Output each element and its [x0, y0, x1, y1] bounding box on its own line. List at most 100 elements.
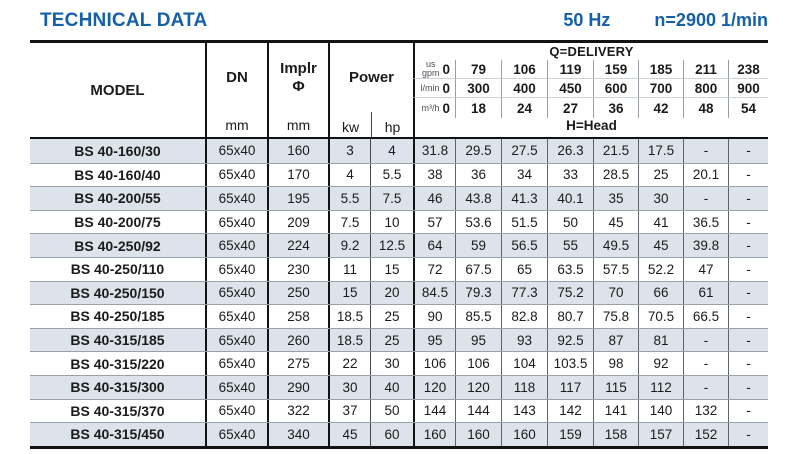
hp-cell: 5.5	[370, 163, 413, 187]
speed-value: n=2900 1/min	[654, 10, 768, 30]
head-value-cell: 77.3	[501, 281, 547, 305]
flow-value: 159	[593, 60, 638, 79]
hp-cell: 25	[370, 305, 413, 328]
table-row: BS 40-250/92 65x40 224 9.2 12.5 64 59 56.5 55 49.…	[30, 233, 768, 257]
head-value-cell: 79.3	[455, 281, 501, 305]
dn-column-header: DN mm	[205, 43, 267, 137]
hp-cell: 7.5	[370, 187, 413, 210]
impeller-cell: 275	[267, 352, 328, 375]
model-cell: BS 40-200/55	[74, 190, 161, 207]
head-value-cell: 160	[455, 423, 501, 446]
head-value-cell: 103.5	[547, 352, 593, 375]
model-cell: BS 40-315/220	[70, 355, 165, 372]
impeller-cell: 260	[267, 328, 328, 352]
model-cell: BS 40-160/30	[74, 142, 161, 159]
table-body: BS 40-160/30 65x40 160 3 4 31.8 29.5 27.5 26.3 21…	[30, 139, 768, 446]
head-value-cell: 35	[593, 187, 638, 210]
hp-cell: 50	[370, 399, 413, 423]
dn-cell: 65x40	[205, 187, 267, 210]
delivery-title: Q=DELIVERY	[413, 43, 768, 60]
head-value-cell: 38	[413, 163, 455, 187]
kw-cell: 18.5	[328, 328, 370, 352]
flow-value: 48	[683, 98, 728, 118]
head-value-cell: 36	[455, 163, 501, 187]
head-value-cell: 61	[683, 281, 728, 305]
kw-cell: 18.5	[328, 305, 370, 328]
head-value-cell: -	[728, 234, 768, 257]
head-value-cell: 141	[593, 399, 638, 423]
flow-value: 27	[547, 98, 593, 118]
table-row: BS 40-200/75 65x40 209 7.5 10 57 53.6 51.5 50 45 4…	[30, 209, 768, 234]
dn-cell: 65x40	[205, 328, 267, 352]
head-value-cell: 63.5	[547, 257, 593, 281]
head-value-cell: 31.8	[413, 139, 455, 163]
head-value-cell: 41	[638, 210, 683, 234]
table-row: BS 40-315/220 65x40 275 22 30 106 106 104 103.5 9…	[30, 351, 768, 375]
table-row: BS 40-200/55 65x40 195 5.5 7.5 46 43.8 41.3 40.1…	[30, 186, 768, 210]
head-value-cell: 160	[413, 423, 455, 446]
flow-value: 185	[638, 60, 683, 79]
head-value-cell: 28.5	[593, 163, 638, 187]
table-row: BS 40-160/30 65x40 160 3 4 31.8 29.5 27.5 26.3 21…	[30, 139, 768, 163]
flow-value: 300	[455, 79, 501, 98]
head-value-cell: 17.5	[638, 139, 683, 163]
hp-unit-label: hp	[371, 112, 413, 137]
head-value-cell: 20.1	[683, 163, 728, 187]
kw-cell: 37	[328, 399, 370, 423]
head-value-cell: 43.8	[455, 187, 501, 210]
head-value-cell: 34	[501, 163, 547, 187]
hp-cell: 15	[370, 257, 413, 281]
head-value-cell: 87	[593, 328, 638, 352]
hp-cell: 25	[370, 328, 413, 352]
head-value-cell: 132	[683, 399, 728, 423]
head-value-cell: 25	[638, 163, 683, 187]
flow-unit-label: m³/h	[421, 102, 440, 113]
head-value-cell: 90	[413, 305, 455, 328]
flow-zero-value: 0	[442, 61, 450, 77]
head-value-cell: 92	[638, 352, 683, 375]
dn-cell: 65x40	[205, 234, 267, 257]
model-cell: BS 40-315/450	[70, 426, 165, 443]
table-row: BS 40-315/370 65x40 322 37 50 144 144 143 142 141…	[30, 398, 768, 423]
hp-cell: 4	[370, 139, 413, 163]
head-value-cell: -	[683, 187, 728, 210]
head-value-cell: 50	[547, 210, 593, 234]
flow-value: 450	[547, 79, 593, 98]
kw-cell: 4	[328, 163, 370, 187]
kw-cell: 9.2	[328, 234, 370, 257]
kw-unit-label: kw	[341, 119, 360, 135]
head-value-cell: 52.2	[638, 257, 683, 281]
dn-cell: 65x40	[205, 399, 267, 423]
table-row: BS 40-250/150 65x40 250 15 20 84.5 79.3 77.3 75.…	[30, 280, 768, 305]
hp-cell: 30	[370, 352, 413, 375]
head-title: H=Head	[413, 118, 768, 137]
head-value-cell: 143	[501, 399, 547, 423]
head-value-cell: 157	[638, 423, 683, 446]
head-value-cell: 82.8	[501, 305, 547, 328]
head-value-cell: 53.6	[455, 210, 501, 234]
head-value-cell: 64	[413, 234, 455, 257]
head-value-cell: 75.8	[593, 305, 638, 328]
flow-value: 600	[593, 79, 638, 98]
head-value-cell: 59	[455, 234, 501, 257]
head-value-cell: -	[728, 399, 768, 423]
flow-value: 238	[728, 60, 768, 79]
head-value-cell: 106	[413, 352, 455, 375]
impeller-cell: 170	[267, 163, 328, 187]
head-value-cell: 26.3	[547, 139, 593, 163]
head-value-cell: 47	[683, 257, 728, 281]
flow-value: 54	[728, 98, 768, 118]
flow-value: 42	[638, 98, 683, 118]
impeller-cell: 322	[267, 399, 328, 423]
head-value-cell: 39.8	[683, 234, 728, 257]
head-value-cell: -	[728, 163, 768, 187]
power-label: Power	[348, 68, 394, 86]
impeller-cell: 290	[267, 375, 328, 399]
head-value-cell: 45	[638, 234, 683, 257]
kw-cell: 5.5	[328, 187, 370, 210]
head-value-cell: -	[728, 328, 768, 352]
model-cell: BS 40-160/40	[74, 166, 161, 183]
head-value-cell: -	[728, 375, 768, 399]
head-value-cell: 70	[593, 281, 638, 305]
head-value-cell: 159	[547, 423, 593, 446]
